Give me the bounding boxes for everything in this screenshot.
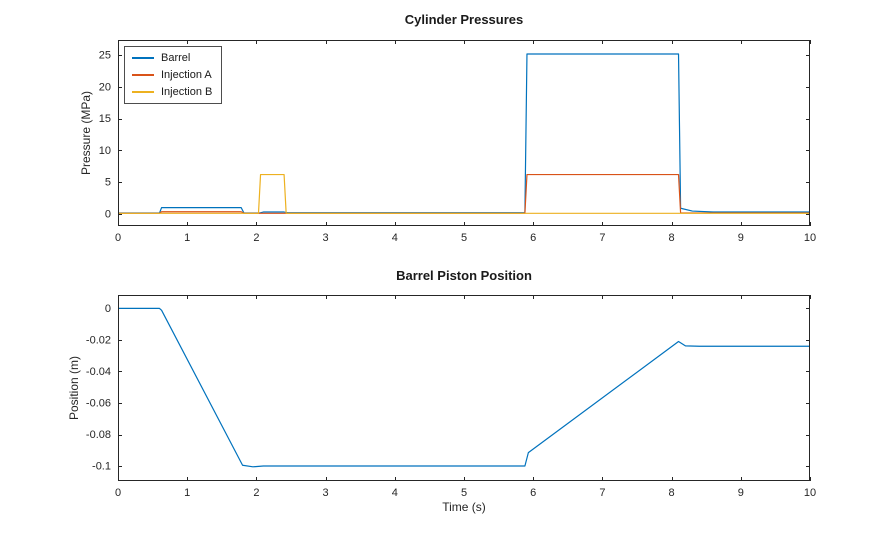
svg-text:-0.06: -0.06 (86, 397, 111, 409)
legend-item-injection-a: Injection A (132, 68, 212, 82)
legend-label-injection-a: Injection A (161, 69, 212, 81)
top-chart-title: Cylinder Pressures (404, 12, 524, 27)
svg-text:1: 1 (184, 487, 190, 499)
svg-text:7: 7 (599, 232, 605, 244)
svg-text:9: 9 (738, 232, 744, 244)
svg-text:6: 6 (530, 487, 536, 499)
top-chart-ylabel: Pressure (MPa) (79, 90, 93, 176)
svg-text:4: 4 (392, 487, 398, 499)
svg-text:5: 5 (461, 232, 467, 244)
svg-text:5: 5 (461, 487, 467, 499)
position-plot-area: 0 1 2 3 4 5 6 7 8 9 10 0 -0.02 -0.04 -0.06 -0.08 -0.1 (86, 295, 816, 499)
svg-text:2: 2 (253, 487, 259, 499)
svg-text:10: 10 (804, 487, 816, 499)
svg-text:0: 0 (115, 487, 121, 499)
svg-text:4: 4 (392, 232, 398, 244)
bottom-chart-xlabel: Time (s) (442, 500, 486, 514)
legend-label-barrel: Barrel (161, 52, 191, 64)
injection-b-line-swatch (132, 91, 154, 93)
svg-text:5: 5 (105, 177, 111, 189)
svg-text:15: 15 (99, 113, 111, 125)
svg-text:-0.1: -0.1 (92, 461, 111, 473)
svg-text:0: 0 (115, 232, 121, 244)
barrel-line-swatch (132, 57, 154, 59)
svg-text:20: 20 (99, 81, 111, 93)
legend-label-injection-b: Injection B (161, 86, 213, 98)
bottom-chart-ylabel: Position (m) (67, 355, 81, 421)
svg-text:-0.04: -0.04 (86, 366, 111, 378)
injection-a-line-swatch (132, 74, 154, 76)
svg-text:7: 7 (599, 487, 605, 499)
svg-text:8: 8 (669, 487, 675, 499)
svg-text:9: 9 (738, 487, 744, 499)
svg-text:0: 0 (105, 303, 111, 315)
svg-text:3: 3 (323, 487, 329, 499)
svg-text:8: 8 (669, 232, 675, 244)
svg-text:0: 0 (105, 208, 111, 220)
svg-text:-0.08: -0.08 (86, 429, 111, 441)
svg-text:2: 2 (253, 232, 259, 244)
legend: Barrel Injection A Injection B (124, 46, 223, 104)
svg-text:10: 10 (99, 145, 111, 157)
svg-text:1: 1 (184, 232, 190, 244)
svg-text:-0.02: -0.02 (86, 334, 111, 346)
svg-text:3: 3 (323, 232, 329, 244)
legend-item-injection-b: Injection B (132, 85, 212, 99)
pressure-plot-area: 0 1 2 3 4 5 6 7 8 9 10 0 5 10 15 20 25 (99, 40, 816, 244)
bottom-chart-title: Barrel Piston Position (396, 268, 532, 283)
svg-text:25: 25 (99, 50, 111, 62)
svg-text:6: 6 (530, 232, 536, 244)
legend-item-barrel: Barrel (132, 51, 212, 65)
svg-text:10: 10 (804, 232, 816, 244)
